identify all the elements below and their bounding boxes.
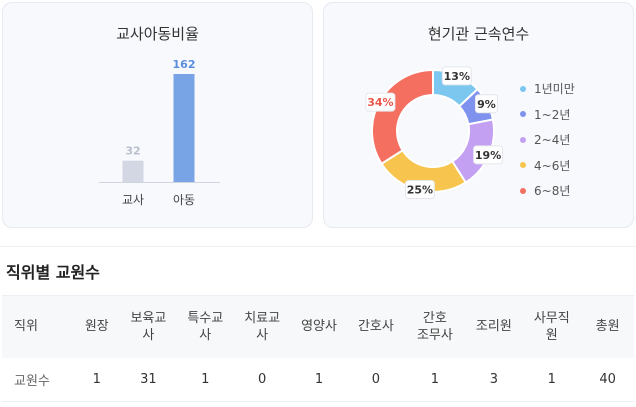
table-header-row: 직위 원장 보육교 사 특수교 사 치료교 사 영양사 간호사 간호 조무사 조리원 사무직 원 총원: [2, 295, 634, 358]
legend-dot-icon: [520, 136, 526, 143]
tenure-card: 현기관 근속연수 13% 9% 19% 25% 34% 1년미만 1~2년 2~4년 4~6년…: [323, 2, 634, 228]
table-header-cell: 간호사: [347, 295, 405, 358]
legend-item: 4~6년: [520, 153, 575, 179]
donut-label-box: [441, 66, 472, 86]
bar-value-label: 162: [173, 58, 196, 71]
table-cell: 1: [73, 357, 120, 402]
tenure-card-title: 현기관 근속연수: [427, 25, 530, 43]
donut-label-text: 13%: [444, 70, 470, 83]
table-cell: 1: [290, 357, 348, 402]
table-header-cell: 조리원: [465, 295, 523, 358]
legend-item: 6~8년: [520, 178, 575, 204]
legend-label: 1년미만: [534, 82, 575, 97]
section-divider: [0, 246, 636, 247]
staff-by-position-table: 직위 원장 보육교 사 특수교 사 치료교 사 영양사 간호사 간호 조무사 조리원 사무직 원 총원 교원수…: [2, 295, 634, 402]
table-cell: 31: [119, 357, 177, 402]
donut-label-text: 9%: [477, 98, 496, 111]
section-title: 직위별 교원수: [6, 263, 100, 282]
legend-item: 1~2년: [520, 102, 575, 128]
donut-label-text: 25%: [407, 184, 433, 197]
table-header-cell: 총원: [581, 295, 634, 358]
table-row: 교원수 1 31 1 0 1 0 1 3 1 40: [2, 357, 634, 402]
legend-dot-icon: [520, 187, 526, 194]
table-cell: 1: [176, 357, 234, 402]
legend-dot-icon: [520, 85, 526, 92]
donut-value-label: 19%: [473, 145, 504, 165]
table-header-cell: 영양사: [290, 295, 348, 358]
table-header-cell: 직위: [2, 295, 74, 358]
tenure-donut-svg: 13% 9% 19% 25% 34%: [365, 66, 504, 200]
donut-label-box: [365, 92, 396, 112]
tenure-legend: 1년미만 1~2년 2~4년 4~6년 6~8년: [520, 76, 575, 204]
table-header-cell: 원장: [73, 295, 120, 358]
table-cell: 3: [465, 357, 523, 402]
legend-dot-icon: [520, 111, 526, 118]
donut-value-label: 9%: [474, 94, 498, 114]
bar-value-label: 32: [125, 145, 140, 158]
table-cell: 1: [522, 357, 582, 402]
legend-item: 1년미만: [520, 76, 575, 102]
donut-label-text: 19%: [475, 149, 501, 162]
legend-dot-icon: [520, 162, 526, 169]
table-cell: 0: [347, 357, 405, 402]
bar-category-label: 교사: [122, 193, 144, 207]
ratio-bar-svg: 32 교사 162 아동: [99, 58, 220, 207]
table-cell: 1: [404, 357, 466, 402]
table-cell: 40: [581, 357, 634, 402]
table-header-cell: 간호 조무사: [404, 295, 466, 358]
bar-category-label: 아동: [173, 193, 195, 207]
donut-label-box: [473, 145, 504, 165]
teacher-child-ratio-card: 교사아동비율 32 교사 162 아동: [2, 2, 313, 228]
legend-label: 4~6년: [534, 158, 571, 173]
legend-label: 1~2년: [534, 107, 571, 122]
donut-value-label: 13%: [441, 66, 472, 86]
table-header-cell: 치료교 사: [233, 295, 291, 358]
legend-label: 6~8년: [534, 184, 571, 199]
table-cell: 0: [233, 357, 291, 402]
legend-label: 2~4년: [534, 133, 571, 148]
table-header-cell: 보육교 사: [119, 295, 177, 358]
donut-value-label: 34%: [365, 92, 396, 112]
bar-교사: [122, 160, 144, 182]
donut-slice-6~8년: [371, 68, 434, 166]
table-header-cell: 특수교 사: [176, 295, 234, 358]
donut-label-text: 34%: [367, 96, 393, 109]
table-header-cell: 사무직 원: [522, 295, 582, 358]
donut-value-label: 25%: [404, 180, 435, 200]
bar-아동: [173, 74, 195, 182]
donut-label-box: [474, 94, 498, 114]
ratio-card-title: 교사아동비율: [116, 25, 199, 43]
legend-item: 2~4년: [520, 127, 575, 153]
donut-label-box: [404, 180, 435, 200]
table-cell: 교원수: [2, 357, 74, 402]
